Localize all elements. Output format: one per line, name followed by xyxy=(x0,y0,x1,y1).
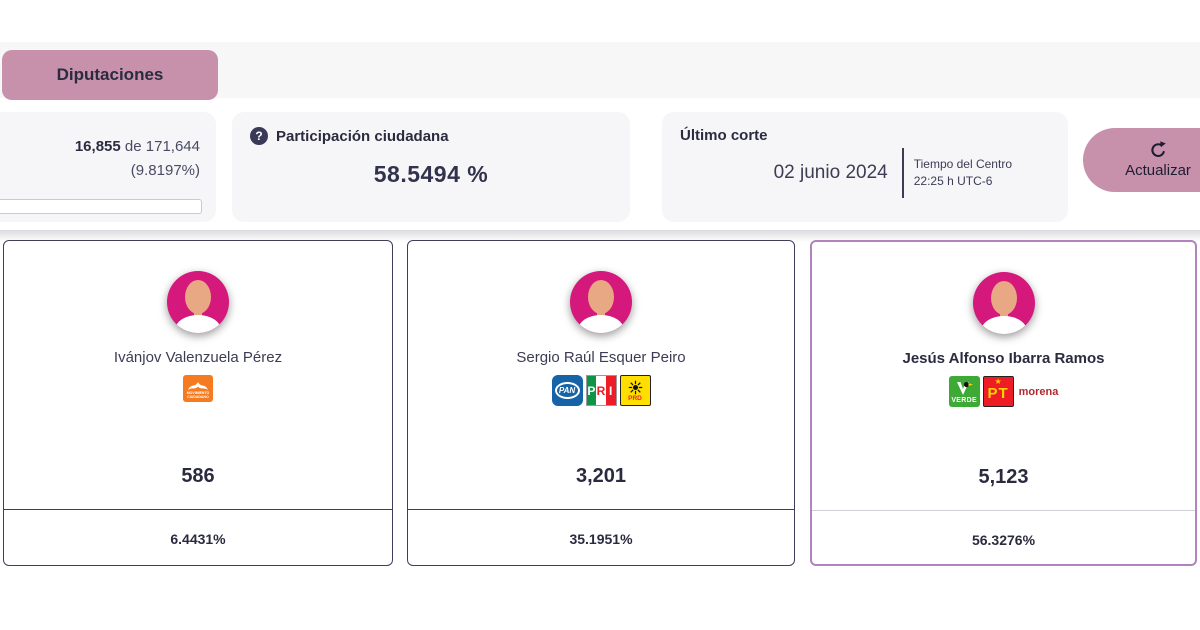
candidate-percent: 6.4431% xyxy=(170,531,226,547)
party-prd-icon: PRD xyxy=(619,375,651,406)
party-pri-icon: P R I xyxy=(585,375,617,406)
tab-diputaciones[interactable]: Diputaciones xyxy=(2,50,218,100)
actas-percent: (9.8197%) xyxy=(130,162,200,179)
candidate-name: Jesús Alfonso Ibarra Ramos xyxy=(902,350,1105,367)
corte-time: 22:25 h UTC-6 xyxy=(913,174,993,188)
party-pt-label: PT xyxy=(987,385,1009,402)
party-mc-label: MOVIMIENTO CIUDADANO xyxy=(186,390,210,399)
header-shadow xyxy=(0,230,1200,242)
party-logo-row: VERDE ★ PT morena xyxy=(812,376,1195,407)
candidate-card-sergio[interactable]: Sergio Raúl Esquer Peiro PAN P R I xyxy=(407,240,795,566)
candidate-votes: 5,123 xyxy=(978,466,1029,488)
participacion-label: Participación ciudadana xyxy=(276,127,449,145)
candidate-name: Sergio Raúl Esquer Peiro xyxy=(516,349,686,366)
party-pri-letter-r: R xyxy=(596,383,606,398)
participacion-card: ? Participación ciudadana 58.5494 % xyxy=(232,112,630,222)
help-icon[interactable]: ? xyxy=(250,127,268,145)
party-logo-row: MOVIMIENTO CIUDADANO xyxy=(4,375,392,402)
candidate-avatar xyxy=(972,272,1035,334)
party-pt-icon: ★ PT xyxy=(982,376,1014,407)
party-pan-icon: PAN xyxy=(551,375,583,406)
actas-counted: 16,855 xyxy=(74,138,121,155)
actas-summary-card: 16,855 de 171,644 (9.8197%) xyxy=(0,112,216,222)
party-logo-row: PAN P R I xyxy=(408,375,794,406)
refresh-icon xyxy=(1151,141,1166,157)
party-verde-icon: VERDE xyxy=(948,376,980,407)
party-pan-label: PAN xyxy=(558,386,576,395)
participacion-value: 58.5494 % xyxy=(373,161,489,187)
corte-divider xyxy=(901,148,904,198)
card-divider xyxy=(4,509,392,510)
party-pri-letter-i: I xyxy=(609,383,613,398)
candidate-avatar xyxy=(570,271,632,333)
tab-diputaciones-label: Diputaciones xyxy=(56,65,164,84)
candidate-votes: 3,201 xyxy=(575,465,627,487)
card-divider xyxy=(408,509,794,510)
refresh-label: Actualizar xyxy=(1125,162,1191,179)
candidate-percent: 56.3276% xyxy=(971,532,1036,548)
actas-progress-bar xyxy=(0,199,202,214)
candidate-votes: 586 xyxy=(181,465,215,487)
candidate-card-ivanjov[interactable]: Ivánjov Valenzuela Pérez MOVIMIENTO CIUD… xyxy=(3,240,393,566)
ultimo-corte-label: Último corte xyxy=(680,127,768,144)
card-divider xyxy=(812,510,1195,511)
tab-bar: Diputaciones xyxy=(0,42,1200,100)
party-verde-label: VERDE xyxy=(951,396,977,404)
candidate-name: Ivánjov Valenzuela Pérez xyxy=(113,349,283,366)
corte-timezone: Tiempo del Centro xyxy=(913,157,1012,171)
actas-de-label: de xyxy=(124,138,142,155)
ultimo-corte-card: Último corte 02 junio 2024 Tiempo del Ce… xyxy=(662,112,1068,222)
party-pri-letter-p: P xyxy=(587,383,596,398)
candidate-avatar xyxy=(167,271,229,333)
corte-date: 02 junio 2024 xyxy=(773,162,888,183)
candidate-card-jesus[interactable]: Jesús Alfonso Ibarra Ramos VERDE ★ PT mo… xyxy=(810,240,1197,566)
actas-count-line: 16,855 de 171,644 xyxy=(0,138,200,155)
party-prd-label: PRD xyxy=(628,395,642,402)
party-mc-icon: MOVIMIENTO CIUDADANO xyxy=(183,375,213,402)
refresh-button[interactable]: Actualizar xyxy=(1083,128,1200,192)
candidate-percent: 35.1951% xyxy=(569,531,633,547)
actas-total: 171,644 xyxy=(145,138,200,155)
party-morena-label: morena xyxy=(1018,385,1059,398)
